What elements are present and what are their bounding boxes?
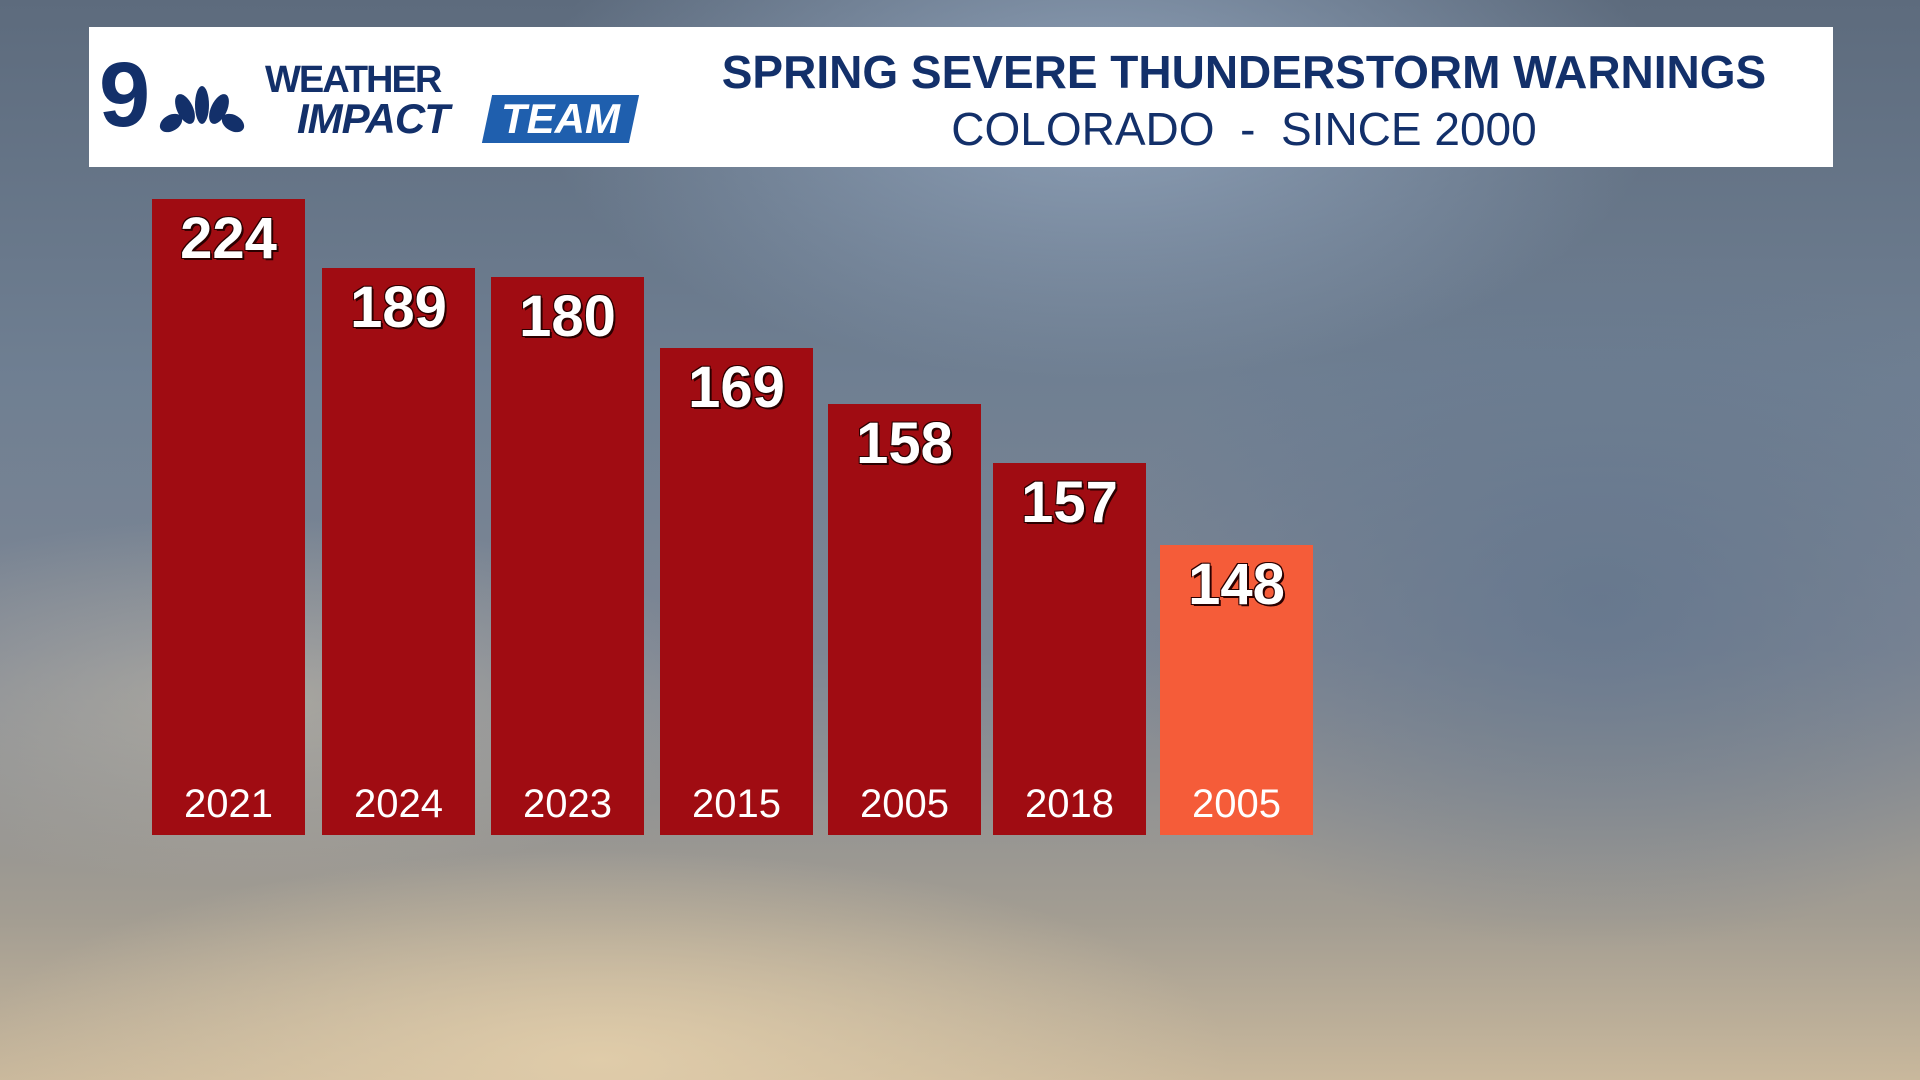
- bar-year: 2005: [860, 782, 949, 826]
- bar-value: 158: [856, 411, 953, 476]
- bar-year: 2015: [692, 782, 781, 826]
- bar-0: 224 2021: [152, 199, 305, 835]
- chart-subtitle: COLORADO - SINCE 2000: [951, 103, 1537, 155]
- bar-3: 169 2015: [660, 348, 813, 835]
- bar-6-highlighted: 148 2005: [1160, 545, 1313, 835]
- bar-4: 158 2005: [828, 404, 981, 835]
- peacock-icon: [159, 86, 245, 133]
- bar-5: 157 2018: [993, 463, 1146, 835]
- header-banner: 9 WEATHER IMPACT TEAM SPRING SEVERE THUN…: [89, 27, 1833, 167]
- logo-weather-text: WEATHER: [265, 59, 442, 101]
- bar-2: 180 2023: [491, 277, 644, 835]
- logo-impact-text: IMPACT: [297, 95, 450, 142]
- logo-team-badge: TEAM: [481, 95, 640, 143]
- bar-year: 2023: [523, 782, 612, 826]
- channel-number: 9: [99, 44, 150, 146]
- bar-year: 2005: [1192, 782, 1281, 826]
- bar-value: 224: [180, 206, 277, 271]
- bar-year: 2018: [1025, 782, 1114, 826]
- bar-value: 148: [1188, 552, 1285, 617]
- bar-year: 2024: [354, 782, 443, 826]
- bar-1: 189 2024: [322, 268, 475, 835]
- bar-value: 169: [688, 355, 785, 420]
- bar-value: 189: [350, 275, 447, 340]
- station-logo: 9 WEATHER IMPACT TEAM: [99, 44, 659, 149]
- bar-value: 180: [519, 284, 616, 349]
- bar-year: 2021: [184, 782, 273, 826]
- bar-value: 157: [1021, 470, 1118, 535]
- chart-title: SPRING SEVERE THUNDERSTORM WARNINGS: [721, 46, 1767, 98]
